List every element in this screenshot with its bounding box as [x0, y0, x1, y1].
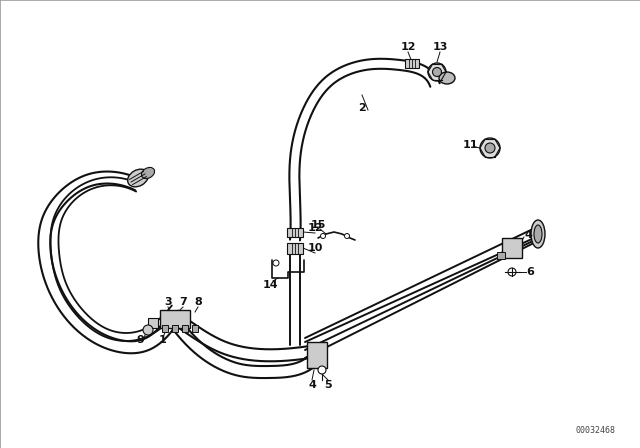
Text: 11: 11: [462, 140, 477, 150]
Text: 6: 6: [526, 267, 534, 277]
Bar: [192, 325, 198, 332]
Bar: [287, 242, 303, 254]
Bar: [172, 325, 178, 332]
Text: 13: 13: [432, 42, 448, 52]
Bar: [497, 252, 505, 259]
Text: 10: 10: [307, 243, 323, 253]
Text: 9: 9: [136, 335, 144, 345]
Circle shape: [485, 143, 495, 153]
Text: 3: 3: [164, 297, 172, 307]
Bar: [160, 310, 190, 328]
Ellipse shape: [439, 72, 455, 84]
Text: 12: 12: [400, 42, 416, 52]
Text: 4: 4: [524, 230, 532, 240]
Ellipse shape: [534, 225, 542, 243]
Text: 8: 8: [194, 297, 202, 307]
Bar: [162, 325, 168, 332]
Ellipse shape: [531, 220, 545, 248]
Text: 15: 15: [310, 220, 326, 230]
Circle shape: [433, 68, 442, 77]
Text: 1: 1: [159, 335, 167, 345]
Bar: [182, 325, 188, 332]
Circle shape: [480, 138, 500, 158]
Text: 7: 7: [179, 297, 187, 307]
Circle shape: [143, 325, 153, 335]
Circle shape: [508, 268, 516, 276]
Circle shape: [344, 233, 349, 238]
Text: 12: 12: [307, 223, 323, 233]
Circle shape: [321, 233, 326, 238]
Text: 00032468: 00032468: [575, 426, 615, 435]
Text: 4: 4: [308, 380, 316, 390]
Ellipse shape: [127, 169, 148, 187]
Text: 5: 5: [324, 380, 332, 390]
Circle shape: [318, 366, 326, 374]
Bar: [307, 342, 327, 368]
Circle shape: [428, 63, 446, 81]
Text: 2: 2: [358, 103, 366, 113]
Circle shape: [273, 260, 279, 266]
Bar: [287, 228, 303, 237]
Text: 14: 14: [262, 280, 278, 290]
Ellipse shape: [141, 168, 154, 179]
Bar: [405, 59, 419, 68]
Bar: [148, 318, 158, 328]
Bar: [502, 238, 522, 258]
